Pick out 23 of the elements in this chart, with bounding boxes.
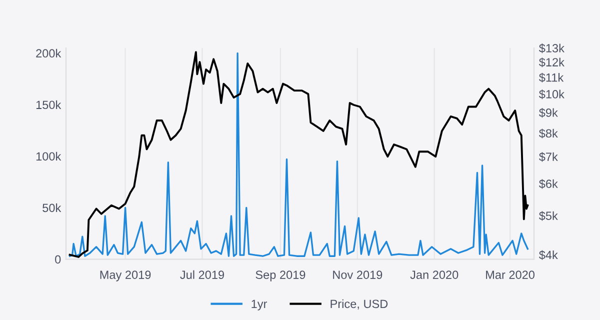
y2-tick-label: $12k <box>538 58 564 68</box>
x-tick-label: May 2019 <box>100 270 151 282</box>
y-tick-label: 50k <box>42 203 62 212</box>
x-tick-label: Nov 2019 <box>333 270 382 279</box>
y-tick-label: 100k <box>36 152 62 161</box>
y2-tick-label: $8k <box>538 128 558 138</box>
y2-tick-label: $10k <box>538 90 564 100</box>
x-tick-label: Jan 2020 <box>410 270 458 279</box>
x-tick-label: Jul 2019 <box>180 270 224 279</box>
y-tick-label: 0 <box>55 255 61 264</box>
y2-tick-label: $9k <box>538 108 558 118</box>
legend-label: 1yr <box>252 300 268 310</box>
y-tick-label: 150k <box>36 100 62 110</box>
y-tick-label: 200k <box>36 48 62 58</box>
y2-tick-label: $7k <box>538 152 558 162</box>
y2-tick-label: $11k <box>538 72 564 82</box>
x-tick-label: Sep 2019 <box>256 270 306 282</box>
y2-tick-label: $4k <box>538 250 558 260</box>
y2-tick-label: $6k <box>538 179 558 189</box>
legend-label: Price, USD <box>330 299 388 310</box>
y2-tick-label: $13k <box>538 44 564 54</box>
x-tick-label: Mar 2020 <box>486 270 535 279</box>
y2-tick-label: $5k <box>538 211 558 221</box>
